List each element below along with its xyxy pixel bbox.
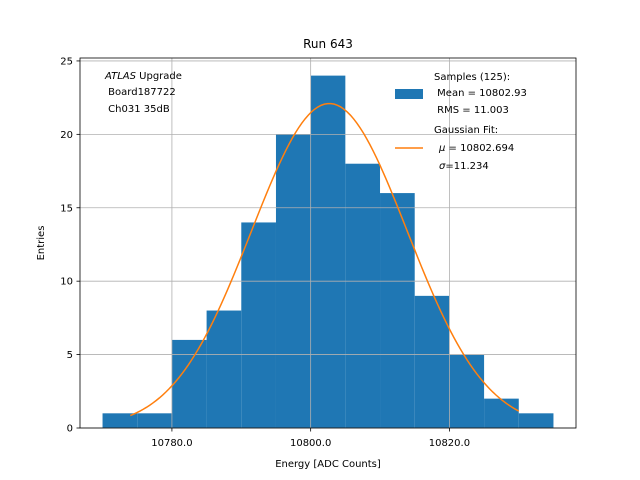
annotation-atlas: ATLAS: [104, 71, 137, 82]
axes-frame: [79, 57, 577, 429]
histogram-bar: [449, 354, 485, 428]
histogram-bar: [414, 295, 450, 428]
legend-samples-line-2: Mean = 10802.93: [434, 88, 527, 99]
axis-ticks: 10780.0 10800.0 10820.0 0 5 10 15 20 25: [60, 56, 470, 449]
histogram-bar: [171, 339, 207, 428]
gaussian-fit-curve: [129, 102, 520, 417]
x-axis-label: Energy [ADC Counts]: [275, 459, 381, 470]
histogram-bar: [484, 398, 519, 428]
histogram-bar: [137, 413, 172, 428]
legend-sigma-value: =11.234: [445, 161, 488, 172]
chart-title: Run 643: [303, 37, 353, 51]
y-tick-label: 15: [60, 203, 73, 214]
histogram-bar: [518, 413, 554, 428]
annotation-upgrade: Upgrade: [136, 71, 182, 82]
legend: Samples (125): Mean = 10802.93 RMS = 11.…: [395, 72, 527, 172]
y-tick-label: 5: [67, 350, 73, 361]
legend-sigma-symbol: σ: [439, 161, 446, 172]
legend-fit-line-1: Gaussian Fit:: [434, 125, 498, 136]
legend-fit-line-2: μ = 10802.694: [438, 143, 514, 154]
legend-mu-symbol: μ: [438, 143, 445, 154]
x-tick-label: 10780.0: [151, 438, 192, 449]
x-tick-label: 10820.0: [429, 438, 470, 449]
y-axis-label: Entries: [36, 226, 47, 261]
legend-samples-line-1: Samples (125):: [434, 72, 510, 83]
histogram-bar: [206, 310, 242, 428]
legend-mu-value: = 10802.694: [445, 143, 514, 154]
x-tick-label: 10800.0: [290, 438, 331, 449]
y-tick-label: 0: [67, 424, 73, 435]
y-tick-label: 25: [60, 56, 73, 67]
histogram-bars: [102, 75, 554, 428]
histogram-bar: [345, 163, 381, 428]
y-tick-label: 20: [60, 130, 73, 141]
legend-samples-line-3: RMS = 11.003: [434, 105, 509, 116]
legend-samples-patch: [395, 89, 423, 99]
legend-fit-line-3: σ=11.234: [439, 161, 489, 172]
annotation-line-2: Board187722: [105, 87, 176, 98]
annotation-line-1: ATLAS Upgrade: [104, 71, 182, 82]
histogram-bar: [310, 75, 346, 428]
histogram-bar: [241, 222, 276, 428]
y-tick-label: 10: [60, 277, 73, 288]
gaussian-fit: [129, 102, 520, 417]
annotation-box: ATLAS Upgrade Board187722 Ch031 35dB: [104, 71, 182, 115]
annotation-line-3: Ch031 35dB: [105, 104, 170, 115]
histogram-bar: [102, 413, 138, 428]
histogram-bar: [380, 193, 415, 428]
